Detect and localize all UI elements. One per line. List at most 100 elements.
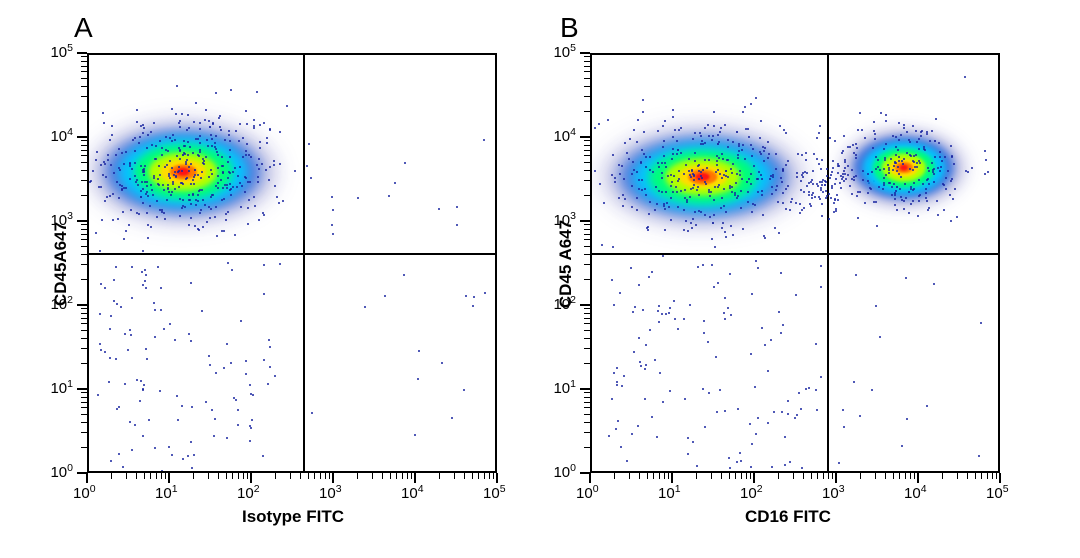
- xtick: [835, 473, 837, 483]
- density-blob: [119, 136, 247, 207]
- ytick: [77, 52, 87, 54]
- ytick-minor: [584, 180, 590, 181]
- ytick-minor: [584, 229, 590, 230]
- xtick-minor: [729, 473, 730, 479]
- density-blob: [834, 121, 973, 213]
- density-blob: [872, 147, 934, 187]
- xtick: [250, 473, 252, 483]
- xtick-minor: [981, 473, 982, 479]
- density-blob: [688, 169, 718, 184]
- ytick: [580, 136, 590, 138]
- ytick-minor: [81, 363, 87, 364]
- xtick-minor: [208, 473, 209, 479]
- ytick-minor: [81, 338, 87, 339]
- ytick-minor: [81, 318, 87, 319]
- xtick-minor: [372, 473, 373, 479]
- xtick-minor: [144, 473, 145, 479]
- xtick-minor: [320, 473, 321, 479]
- density-blob: [592, 118, 813, 236]
- ytick-minor: [584, 140, 590, 141]
- scatter-plot-b: [590, 53, 1000, 473]
- ytick-minor: [81, 61, 87, 62]
- density-blob: [649, 150, 757, 204]
- density-blob: [695, 173, 710, 181]
- ytick-minor: [584, 71, 590, 72]
- xtick-minor: [735, 473, 736, 479]
- xtick-label: 105: [986, 485, 1009, 502]
- density-blob: [134, 144, 232, 199]
- ytick-label: 105: [50, 44, 73, 61]
- xtick-minor: [893, 473, 894, 479]
- quadrant-hline: [592, 253, 998, 255]
- ytick: [77, 136, 87, 138]
- xtick-minor: [647, 473, 648, 479]
- ytick-minor: [584, 407, 590, 408]
- xtick-label: 101: [155, 485, 178, 502]
- xtick-minor: [992, 473, 993, 479]
- ytick-minor: [81, 111, 87, 112]
- density-blob: [665, 158, 740, 195]
- xtick: [917, 473, 919, 483]
- ytick: [580, 472, 590, 474]
- xtick-label: 103: [319, 485, 342, 502]
- xtick: [168, 473, 170, 483]
- xtick-minor: [823, 473, 824, 479]
- xtick-minor: [832, 473, 833, 479]
- xtick-label: 102: [740, 485, 763, 502]
- density-blob: [844, 129, 964, 206]
- xtick-label: 102: [237, 485, 260, 502]
- xtick-minor: [811, 473, 812, 479]
- ytick-minor: [81, 56, 87, 57]
- xtick-minor: [161, 473, 162, 479]
- ytick-minor: [81, 397, 87, 398]
- xtick-minor: [165, 473, 166, 479]
- density-blob: [900, 164, 908, 171]
- xtick-minor: [860, 473, 861, 479]
- xtick-minor: [226, 473, 227, 479]
- xtick-minor: [218, 473, 219, 479]
- ytick: [77, 472, 87, 474]
- xtick-minor: [439, 473, 440, 479]
- ytick-minor: [81, 234, 87, 235]
- ytick-minor: [81, 392, 87, 393]
- xtick-minor: [711, 473, 712, 479]
- ytick: [580, 388, 590, 390]
- xtick-minor: [464, 473, 465, 479]
- ytick-minor: [584, 323, 590, 324]
- ytick-minor: [81, 323, 87, 324]
- ytick-minor: [584, 155, 590, 156]
- ytick-minor: [81, 66, 87, 67]
- panel-letter-b: B: [560, 12, 579, 44]
- ytick-minor: [81, 195, 87, 196]
- ytick-minor: [81, 239, 87, 240]
- ytick-minor: [584, 254, 590, 255]
- ytick-minor: [584, 78, 590, 79]
- ytick-minor: [81, 96, 87, 97]
- xtick: [86, 473, 88, 483]
- density-blob: [105, 130, 261, 214]
- density-blob: [606, 128, 800, 225]
- ytick-minor: [81, 140, 87, 141]
- xtick-minor: [875, 473, 876, 479]
- ytick-minor: [81, 86, 87, 87]
- ytick-minor: [81, 313, 87, 314]
- xtick-label: 101: [658, 485, 681, 502]
- xtick-minor: [232, 473, 233, 479]
- ytick-minor: [584, 239, 590, 240]
- ytick-minor: [584, 264, 590, 265]
- ytick-minor: [584, 318, 590, 319]
- xtick-minor: [290, 473, 291, 479]
- xtick-minor: [489, 473, 490, 479]
- xtick-minor: [741, 473, 742, 479]
- ytick-minor: [584, 234, 590, 235]
- xtick-minor: [828, 473, 829, 479]
- ytick-minor: [584, 432, 590, 433]
- xtick-label: 104: [401, 485, 424, 502]
- density-blob: [881, 153, 925, 182]
- ytick-minor: [584, 363, 590, 364]
- ytick-minor: [584, 338, 590, 339]
- xtick-minor: [493, 473, 494, 479]
- xtick-minor: [329, 473, 330, 479]
- ytick-minor: [81, 78, 87, 79]
- ytick-minor: [584, 447, 590, 448]
